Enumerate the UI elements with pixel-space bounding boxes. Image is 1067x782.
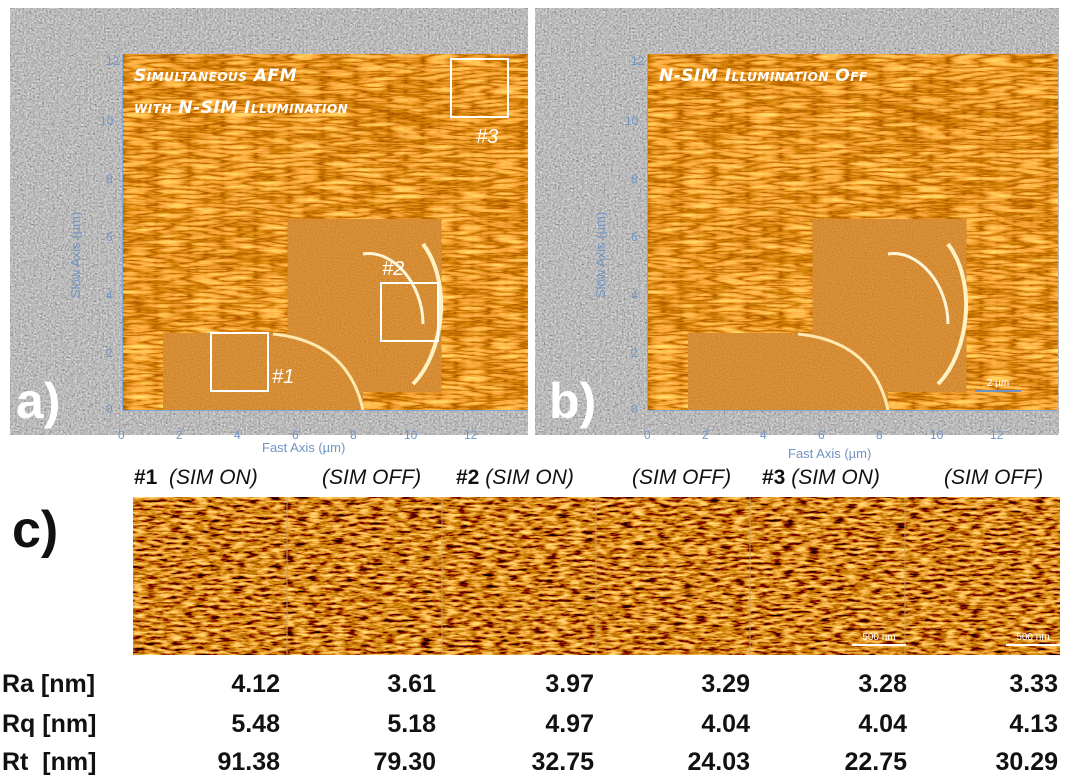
column-header-6: (SIM OFF) <box>944 466 1044 489</box>
cell: 4.04 <box>701 710 750 738</box>
ytick: 6 <box>106 230 113 244</box>
ytick: 2 <box>106 346 113 360</box>
cell: 5.18 <box>387 710 436 738</box>
region-box-1 <box>210 332 269 392</box>
cell: 24.03 <box>687 748 750 776</box>
xtick: 4 <box>234 428 241 442</box>
cell: 30.29 <box>995 748 1058 776</box>
ytick: 0 <box>631 402 638 416</box>
strip-scale-bar-1: 500 nm <box>852 632 906 646</box>
xtick: 6 <box>818 428 825 442</box>
ytick: 12 <box>106 54 120 68</box>
strip-scale-text: 500 nm <box>862 632 896 643</box>
row-label-rt: Rt [nm] <box>2 748 97 776</box>
region-box-3 <box>450 58 509 118</box>
afm-scan-b <box>647 54 1058 411</box>
panel-a-letter: a) <box>16 373 61 429</box>
panel-a-title-line1: Simultaneous AFM <box>134 66 298 86</box>
panel-c-letter: c) <box>12 501 59 559</box>
xtick: 2 <box>176 428 183 442</box>
column-header-5: #3 (SIM ON) <box>762 466 880 489</box>
xtick: 8 <box>350 428 357 442</box>
cell: 3.28 <box>858 670 907 698</box>
ytick: 12 <box>631 54 645 68</box>
xtick: 10 <box>930 428 944 442</box>
scale-bar-line <box>975 390 1021 392</box>
xtick: 4 <box>760 428 767 442</box>
panel-a-xlabel: Fast Axis (µm) <box>262 440 346 455</box>
ytick: 10 <box>100 114 114 128</box>
panel-a-title-line2: with N-SIM Illumination <box>134 98 349 118</box>
panel-b: N-SIM Illumination Off b) 2 µm Slow Axis… <box>535 8 1059 435</box>
ytick: 8 <box>106 172 113 186</box>
cell: 4.13 <box>1009 710 1058 738</box>
xtick: 2 <box>702 428 709 442</box>
cell: 32.75 <box>531 748 594 776</box>
afm-scan-a <box>122 54 528 411</box>
scale-bar-line <box>1006 644 1060 646</box>
panel-b-letter: b) <box>549 373 597 429</box>
ytick: 6 <box>631 230 638 244</box>
cell: 3.33 <box>1009 670 1058 698</box>
cell: 5.48 <box>231 710 280 738</box>
panel-a: Simultaneous AFM with N-SIM Illumination… <box>10 8 528 435</box>
column-header-1: #1 (SIM ON) <box>134 466 258 489</box>
column-header-3: #2 (SIM ON) <box>456 466 574 489</box>
region-label-1: #1 <box>272 366 295 388</box>
xtick: 8 <box>876 428 883 442</box>
region-label-3: #3 <box>476 126 499 148</box>
panel-b-ylabel: Slow Axis (µm) <box>593 211 608 298</box>
region-label-2: #2 <box>382 258 405 280</box>
strip-scale-text: 500 nm <box>1016 632 1050 643</box>
panel-b-title: N-SIM Illumination Off <box>659 66 868 86</box>
xtick: 12 <box>464 428 478 442</box>
cell: 4.12 <box>231 670 280 698</box>
cell: 4.04 <box>858 710 907 738</box>
row-label-ra: Ra [nm] <box>2 670 96 698</box>
panel-a-ylabel: Slow Axis (µm) <box>68 211 83 298</box>
cell: 22.75 <box>844 748 907 776</box>
cell: 4.97 <box>545 710 594 738</box>
row-label-rq: Rq [nm] <box>2 710 97 738</box>
ytick: 4 <box>106 288 113 302</box>
panel-b-scale-bar: 2 µm <box>975 378 1021 392</box>
scale-bar-line <box>852 644 906 646</box>
xtick: 10 <box>404 428 418 442</box>
xtick: 12 <box>990 428 1004 442</box>
cell: 3.61 <box>387 670 436 698</box>
region-box-2 <box>380 282 439 342</box>
column-header-2: (SIM OFF) <box>322 466 422 489</box>
ytick: 2 <box>631 346 638 360</box>
xtick: 0 <box>644 428 651 442</box>
cell: 3.97 <box>545 670 594 698</box>
roughness-strip <box>133 497 1060 655</box>
panel-b-scale-text: 2 µm <box>986 378 1010 389</box>
cell: 91.38 <box>217 748 280 776</box>
ytick: 0 <box>106 402 113 416</box>
cell: 79.30 <box>373 748 436 776</box>
column-header-4: (SIM OFF) <box>632 466 732 489</box>
strip-scale-bar-2: 500 nm <box>1006 632 1060 646</box>
xtick: 6 <box>292 428 299 442</box>
xtick: 0 <box>118 428 125 442</box>
panel-b-xlabel: Fast Axis (µm) <box>788 446 872 461</box>
ytick: 10 <box>625 114 639 128</box>
cell: 3.29 <box>701 670 750 698</box>
ytick: 8 <box>631 172 638 186</box>
ytick: 4 <box>631 288 638 302</box>
